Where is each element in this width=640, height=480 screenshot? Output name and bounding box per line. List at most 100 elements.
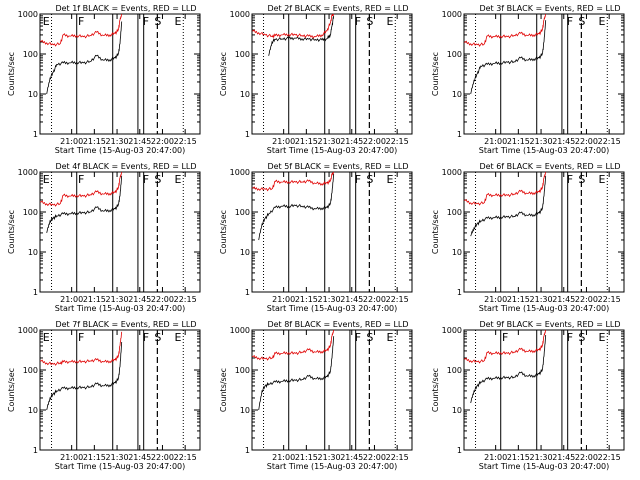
phase-marker-label: F — [143, 15, 149, 28]
chart-title: Det 7f BLACK = Events, RED = LLD — [55, 320, 196, 329]
events-series-line — [258, 173, 335, 241]
y-tick-label: 1 — [245, 288, 250, 297]
y-axis-label: Counts/sec — [431, 368, 440, 412]
y-tick-label: 1000 — [442, 326, 462, 335]
y-axis-label: Counts/sec — [431, 210, 440, 254]
x-tick-label: 21:15 — [507, 137, 530, 146]
y-tick-label: 1000 — [442, 10, 462, 19]
y-tick-label: 1 — [457, 288, 462, 297]
y-tick-label: 10 — [28, 90, 38, 99]
chart-panel-8: Det 8f BLACK = Events, RED = LLD 1 10 100 10… — [219, 320, 413, 471]
x-axis-label: Start Time (15-Aug-03 20:47:00) — [267, 304, 398, 313]
x-tick-label: 22:00 — [575, 295, 598, 304]
chart-panel-2: Det 2f BLACK = Events, RED = LLD 1 10 100 10… — [219, 4, 413, 155]
plot-frame — [463, 13, 625, 135]
y-axis-label: Counts/sec — [219, 210, 228, 254]
x-tick-label: 21:45 — [340, 295, 363, 304]
phase-marker-label: F — [143, 173, 149, 186]
y-tick-label: 100 — [23, 366, 38, 375]
phase-marker-label: S — [366, 331, 373, 344]
chart-panel-6: Det 6f BLACK = Events, RED = LLD 1 10 100 10… — [431, 162, 625, 313]
phase-marker-label: F — [567, 15, 573, 28]
chart-panel-9: Det 9f BLACK = Events, RED = LLD 1 10 100 10… — [431, 320, 625, 471]
x-tick-label: 22:15 — [386, 295, 409, 304]
y-tick-label: 10 — [240, 90, 250, 99]
y-tick-label: 100 — [235, 50, 250, 59]
y-tick-label: 10 — [452, 406, 462, 415]
y-axis-label: Counts/sec — [7, 210, 16, 254]
x-tick-label: 22:15 — [174, 295, 197, 304]
events-series-line — [258, 336, 335, 411]
y-tick-label: 10 — [28, 406, 38, 415]
x-tick-label: 21:15 — [83, 137, 106, 146]
x-tick-label: 21:00 — [272, 453, 295, 462]
x-axis-label: Start Time (15-Aug-03 20:47:00) — [479, 462, 610, 471]
x-tick-label: 21:15 — [295, 453, 318, 462]
y-axis-label: Counts/sec — [431, 52, 440, 96]
chart-panel-7: Det 7f BLACK = Events, RED = LLD 1 10 100 10… — [7, 320, 201, 471]
plot-frame — [251, 171, 413, 293]
phase-marker-label: F — [355, 173, 361, 186]
phase-marker-label: F — [567, 173, 573, 186]
y-tick-label: 1 — [33, 446, 38, 455]
chart-title: Det 9f BLACK = Events, RED = LLD — [479, 320, 620, 329]
plot-frame — [39, 171, 201, 293]
phase-marker-label: S — [578, 173, 585, 186]
x-tick-label: 21:15 — [507, 453, 530, 462]
phase-marker-label: E — [598, 331, 605, 344]
x-tick-label: 21:15 — [83, 453, 106, 462]
x-tick-label: 21:45 — [128, 295, 151, 304]
x-tick-label: 21:45 — [340, 453, 363, 462]
x-tick-label: 22:15 — [598, 453, 621, 462]
x-tick-label: 22:00 — [151, 137, 174, 146]
x-tick-label: 21:45 — [552, 453, 575, 462]
lld-series-line — [251, 329, 335, 361]
x-tick-label: 22:15 — [174, 453, 197, 462]
phase-marker-label: E — [598, 15, 605, 28]
events-series-line — [46, 175, 123, 233]
x-tick-label: 21:45 — [340, 137, 363, 146]
x-tick-label: 21:45 — [128, 137, 151, 146]
x-tick-label: 21:15 — [295, 295, 318, 304]
y-tick-label: 1 — [33, 288, 38, 297]
y-tick-label: 10 — [240, 248, 250, 257]
phase-marker-label: E — [174, 331, 181, 344]
phase-marker-label: S — [154, 331, 161, 344]
x-tick-label: 22:15 — [174, 137, 197, 146]
x-tick-label: 22:00 — [151, 295, 174, 304]
phase-marker-label: E — [43, 173, 50, 186]
y-tick-label: 1 — [457, 130, 462, 139]
x-tick-label: 21:45 — [552, 295, 575, 304]
y-tick-label: 10 — [240, 406, 250, 415]
x-tick-label: 21:30 — [530, 295, 553, 304]
phase-marker-label: S — [366, 173, 373, 186]
chart-title: Det 5f BLACK = Events, RED = LLD — [267, 162, 408, 171]
x-tick-label: 21:30 — [106, 137, 129, 146]
chart-panel-1: Det 1f BLACK = Events, RED = LLD 1 10 100 10… — [7, 4, 201, 155]
plot-frame — [251, 329, 413, 451]
y-tick-label: 100 — [447, 366, 462, 375]
phase-marker-label: E — [174, 173, 181, 186]
x-tick-label: 22:00 — [151, 453, 174, 462]
x-tick-label: 21:30 — [106, 453, 129, 462]
phase-marker-label: F — [355, 331, 361, 344]
x-tick-label: 21:00 — [484, 137, 507, 146]
y-tick-label: 1 — [245, 446, 250, 455]
x-tick-label: 22:00 — [363, 453, 386, 462]
lld-series-line — [39, 331, 123, 366]
chart-panel-4: Det 4f BLACK = Events, RED = LLD 1 10 100 10… — [7, 162, 201, 313]
y-tick-label: 10 — [452, 248, 462, 257]
x-tick-label: 21:00 — [272, 137, 295, 146]
lld-series-line — [39, 13, 123, 47]
x-tick-label: 21:30 — [106, 295, 129, 304]
x-tick-label: 22:00 — [363, 295, 386, 304]
y-tick-label: 1000 — [230, 10, 250, 19]
x-tick-label: 21:30 — [318, 137, 341, 146]
x-tick-label: 22:15 — [598, 295, 621, 304]
phase-marker-label: F — [502, 331, 508, 344]
y-tick-label: 10 — [28, 248, 38, 257]
x-axis-label: Start Time (15-Aug-03 20:47:00) — [479, 146, 610, 155]
x-axis-label: Start Time (15-Aug-03 20:47:00) — [267, 146, 398, 155]
y-tick-label: 1 — [33, 130, 38, 139]
